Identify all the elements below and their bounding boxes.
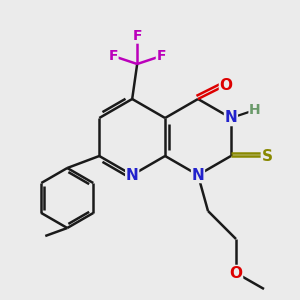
Text: F: F [108,49,118,63]
Text: N: N [126,167,139,182]
Text: N: N [224,110,237,125]
Text: S: S [261,148,272,164]
Text: F: F [132,29,142,43]
Text: N: N [192,167,204,182]
Text: H: H [249,103,261,117]
Text: F: F [156,49,166,63]
Text: O: O [220,77,232,92]
Text: O: O [230,266,242,280]
